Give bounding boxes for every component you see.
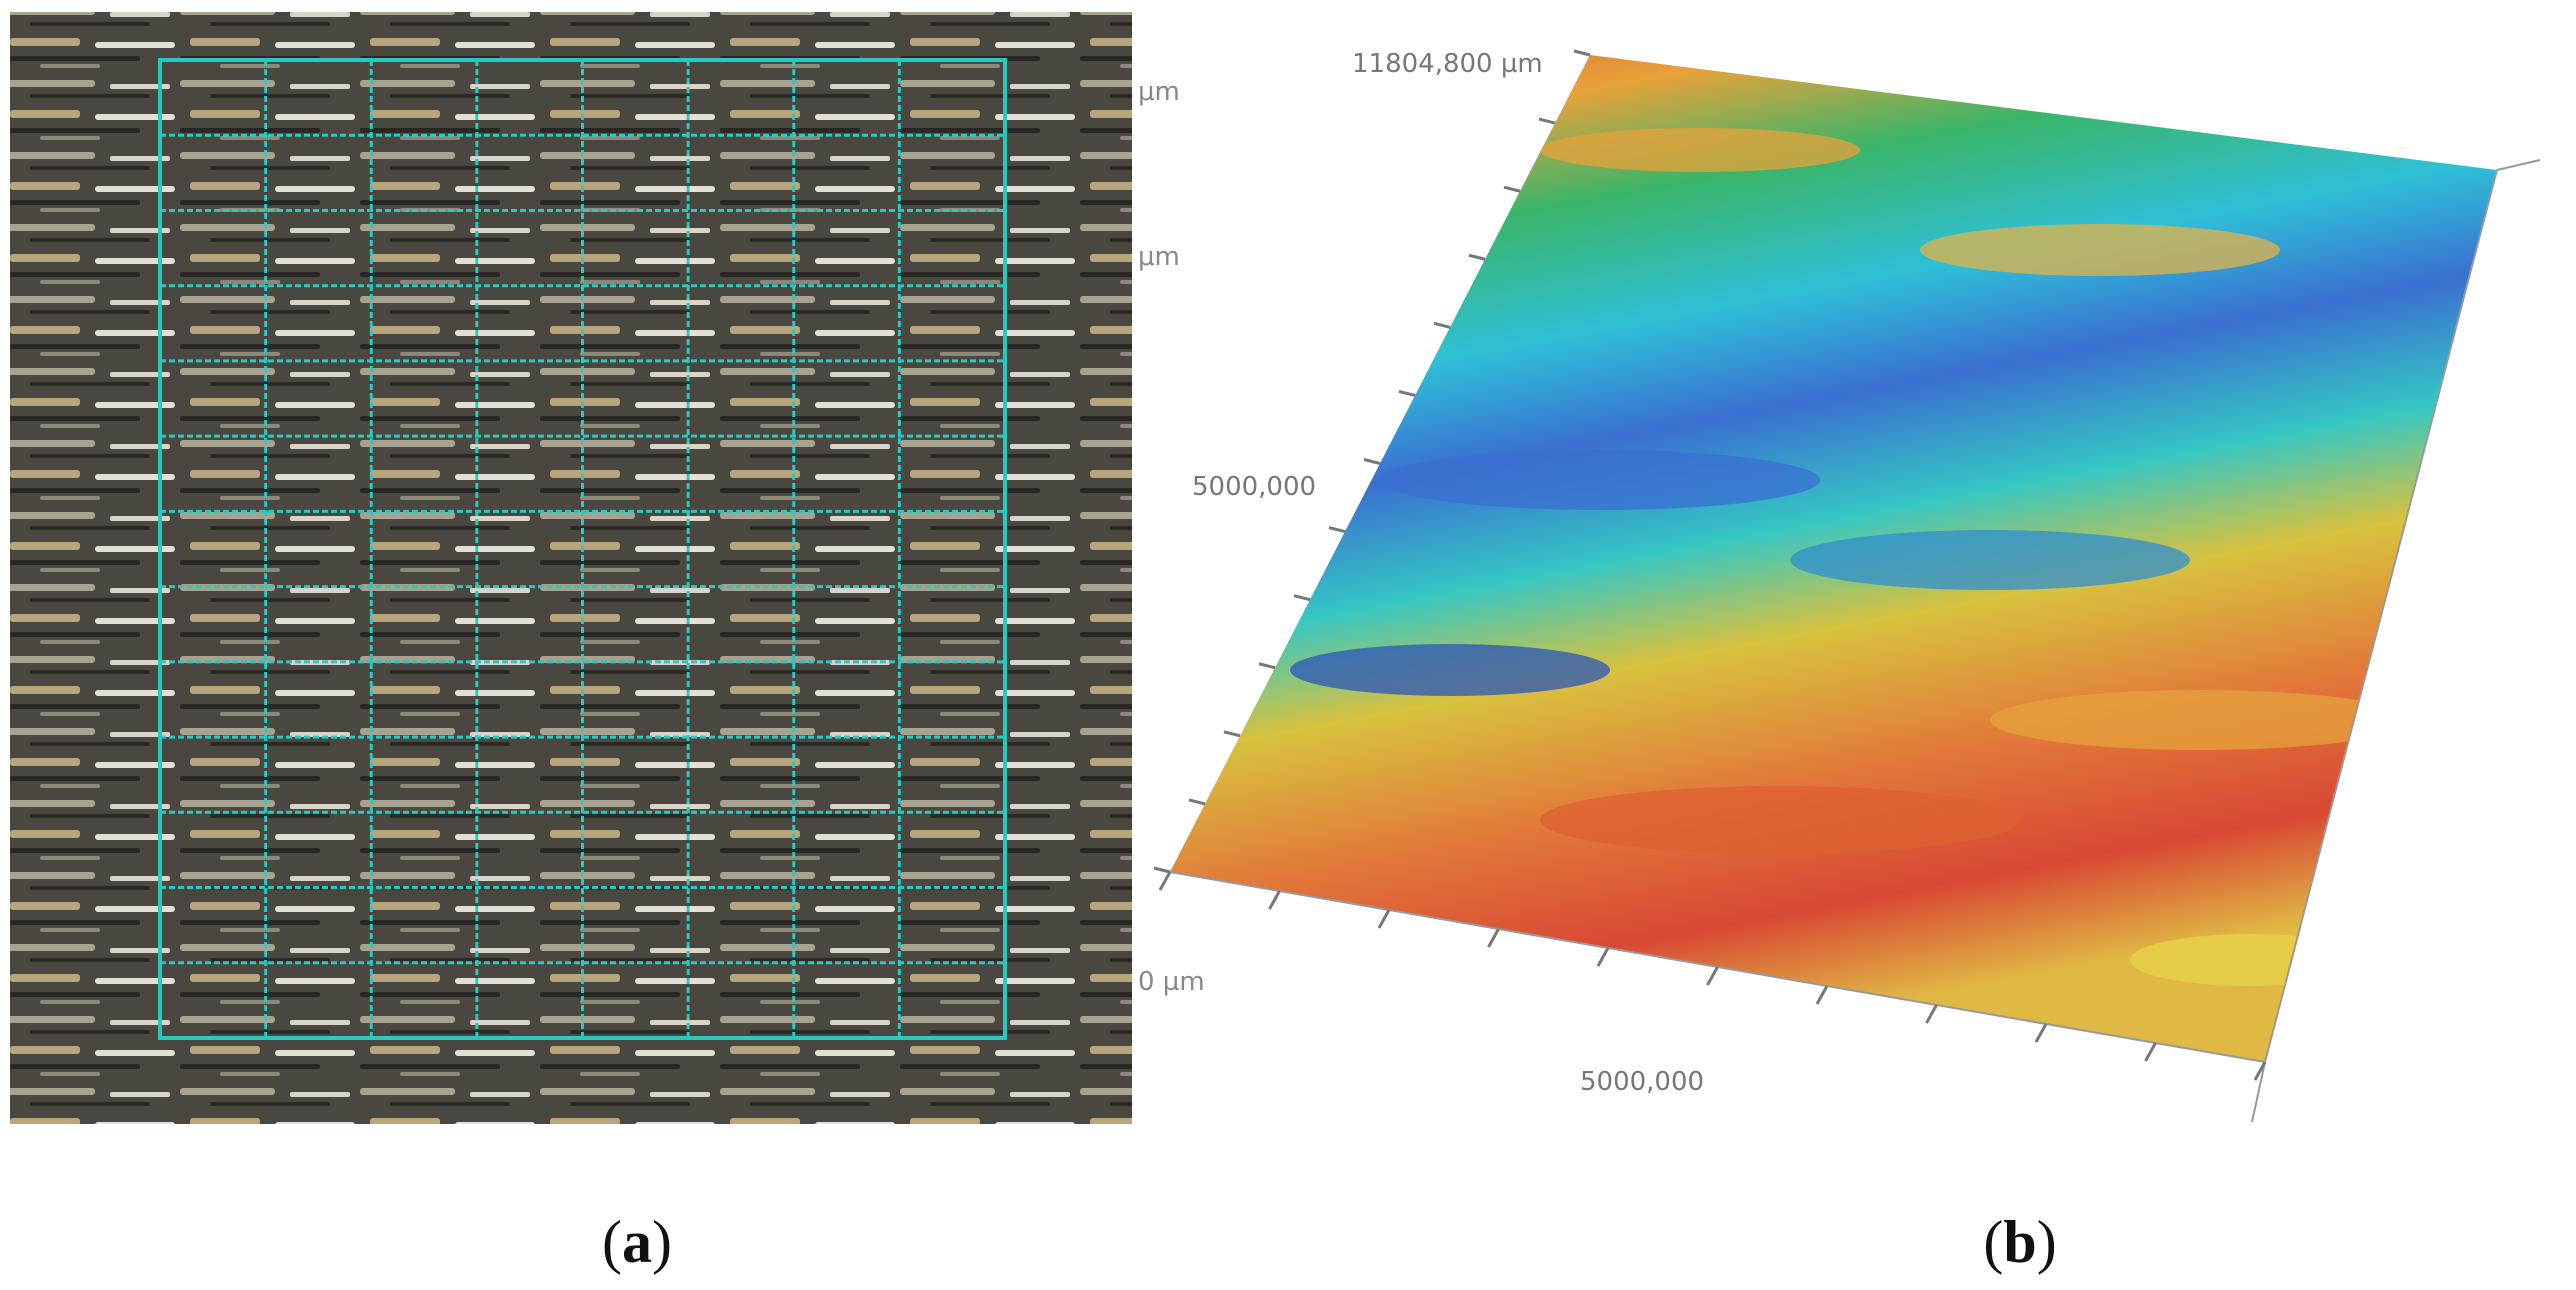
clipped-label-a3: 0 µm — [1138, 967, 1205, 997]
caption-a-open: ( — [602, 1209, 622, 1275]
axis-tick-bottom — [1158, 871, 1172, 891]
clipped-label-a2: μm — [1138, 242, 1180, 272]
axis-tick-left — [1433, 321, 1451, 329]
axis-tick-left — [1258, 662, 1276, 670]
caption-b-close: ) — [2037, 1209, 2057, 1275]
axis-tick-bottom — [1815, 985, 1829, 1005]
caption-b: (b) — [1983, 1209, 2056, 1275]
svg-text:(a): (a) — [602, 1209, 672, 1275]
axis-tick-left — [1188, 798, 1206, 806]
axis-tick-bottom — [2253, 1061, 2267, 1081]
caption-a-letter: a — [622, 1209, 652, 1275]
axis-tick-left — [1293, 594, 1311, 602]
axis-tick-left — [1398, 389, 1416, 397]
axis-label-bottom: 5000,000 — [1580, 1067, 1704, 1097]
caption-a: (a) — [602, 1209, 672, 1275]
axis-label-left: 5000,000 — [1192, 472, 1316, 502]
axis-tick-bottom — [2034, 1023, 2048, 1043]
axis-tick-left — [1503, 185, 1521, 193]
surface-map — [1170, 55, 2497, 1062]
axis-label-top: 11804,800 µm — [1352, 49, 1543, 79]
axis-tick-left — [1468, 253, 1486, 261]
axis-tick-bottom — [1487, 928, 1500, 948]
axis-tick-bottom — [1596, 947, 1610, 967]
panel-b: 11804,800 µm 5000,000 5000,000 — [1153, 49, 2541, 1123]
axis-tick-left — [1153, 866, 1171, 874]
caption-a-close: ) — [652, 1209, 672, 1275]
micrograph-image — [10, 12, 1132, 1124]
axis-tick-left — [1223, 730, 1241, 738]
axis-tick-left — [1328, 526, 1346, 534]
axis-tick-bottom — [1706, 966, 1719, 986]
axis-tick-bottom — [2144, 1042, 2157, 1062]
caption-b-open: ( — [1983, 1209, 2003, 1275]
axis-tick-bottom — [1268, 890, 1281, 910]
measurement-grid — [158, 58, 1007, 1040]
clipped-label-a1: μm — [1138, 77, 1180, 107]
axis-tick-left — [1363, 458, 1381, 465]
svg-text:(b): (b) — [1983, 1209, 2056, 1275]
caption-b-letter: b — [2003, 1209, 2036, 1275]
axis-tick-left — [1573, 49, 1591, 57]
panel-a: μm μm 0 µm — [10, 12, 1205, 1124]
axis-tick-left — [1538, 117, 1556, 125]
axis-tick-bottom — [1377, 909, 1391, 929]
axis-tick-bottom — [1925, 1004, 1938, 1024]
